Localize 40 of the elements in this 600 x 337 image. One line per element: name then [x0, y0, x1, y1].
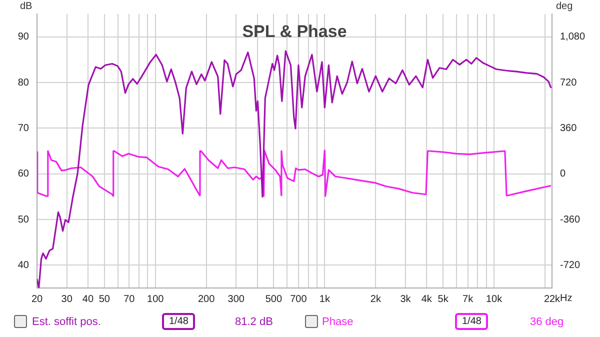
x-tick-label: 3k [400, 294, 412, 305]
y2-tick-label: 720 [560, 77, 578, 88]
y2-tick-label: 1,080 [560, 32, 586, 43]
y2-tick-label: -720 [560, 260, 580, 271]
y-tick-label: 60 [18, 168, 30, 180]
x-tick-label: 30 [61, 294, 73, 305]
x-tick-label: 300 [228, 294, 245, 305]
x-tick-label: 5k [438, 294, 450, 305]
x-tick-label: 4k [421, 294, 433, 305]
text: Phase [322, 316, 354, 328]
y-tick-label: 80 [18, 77, 30, 88]
y2-tick-label: -360 [560, 214, 580, 226]
smoothing-control: 1/48 [455, 313, 488, 330]
x-axis-title: Hz [560, 292, 572, 304]
smoothing-control: 1/48 [162, 313, 196, 330]
text: Est. soffit pos. [32, 316, 101, 328]
y-tick-label: 90 [18, 32, 30, 43]
x-tick-label: 22k [544, 294, 562, 305]
x-tick-label: 500 [265, 294, 282, 305]
x-tick-label: 20 [31, 294, 43, 305]
text: 81.2 dB [235, 316, 273, 328]
x-tick-label: 100 [147, 294, 164, 305]
y-tick-label: 50 [18, 214, 30, 226]
y2-tick-label: 360 [560, 122, 578, 134]
y-tick-label: 70 [18, 122, 30, 134]
x-tick-label: 70 [124, 294, 136, 305]
x-tick-label: 200 [198, 294, 216, 305]
x-tick-label: 700 [290, 294, 308, 305]
text: 36 deg [530, 316, 564, 328]
y2-axis-title: deg [556, 0, 573, 12]
x-tick-label: 10k [486, 294, 504, 305]
y2-tick-label: 0 [560, 168, 566, 180]
y-axis-title: dB [20, 0, 33, 12]
x-tick-label: 50 [98, 294, 110, 305]
text: SPL & Phase [242, 22, 347, 42]
x-tick-label: 2k [370, 294, 382, 305]
x-tick-label: 40 [82, 294, 94, 305]
x-tick-label: 1k [319, 294, 331, 305]
y-tick-label: 40 [18, 260, 30, 271]
x-tick-label: 7k [462, 294, 474, 305]
